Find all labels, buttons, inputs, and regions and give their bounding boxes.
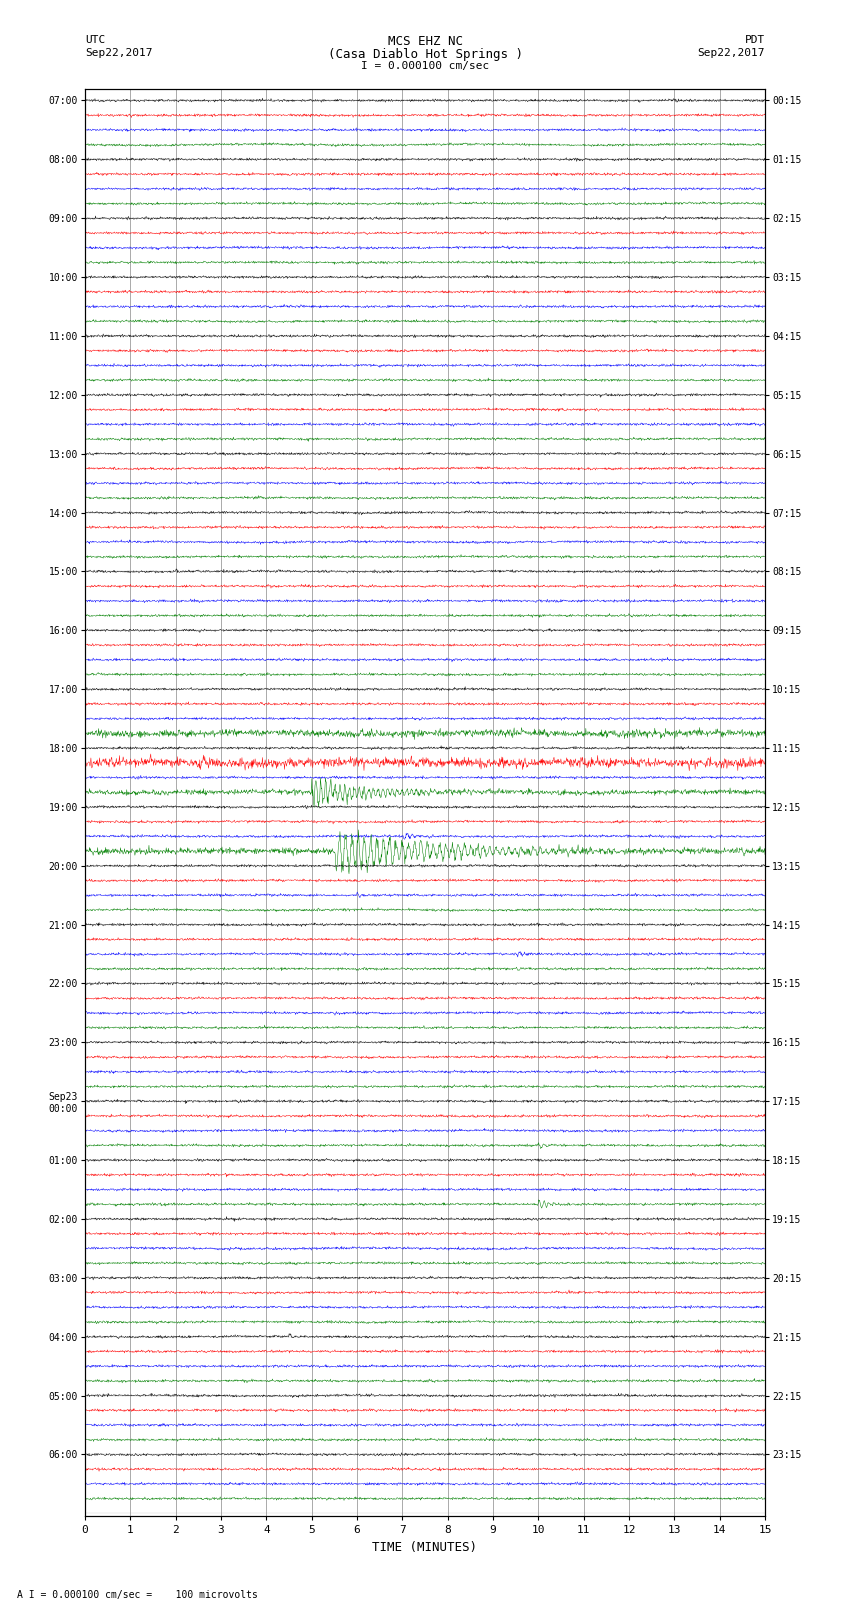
Text: MCS EHZ NC: MCS EHZ NC [388, 35, 462, 48]
Text: PDT: PDT [745, 35, 765, 45]
Text: Sep22,2017: Sep22,2017 [85, 48, 152, 58]
X-axis label: TIME (MINUTES): TIME (MINUTES) [372, 1540, 478, 1553]
Text: Sep22,2017: Sep22,2017 [698, 48, 765, 58]
Text: A I = 0.000100 cm/sec =    100 microvolts: A I = 0.000100 cm/sec = 100 microvolts [17, 1590, 258, 1600]
Text: I = 0.000100 cm/sec: I = 0.000100 cm/sec [361, 61, 489, 71]
Text: UTC: UTC [85, 35, 105, 45]
Text: (Casa Diablo Hot Springs ): (Casa Diablo Hot Springs ) [327, 48, 523, 61]
